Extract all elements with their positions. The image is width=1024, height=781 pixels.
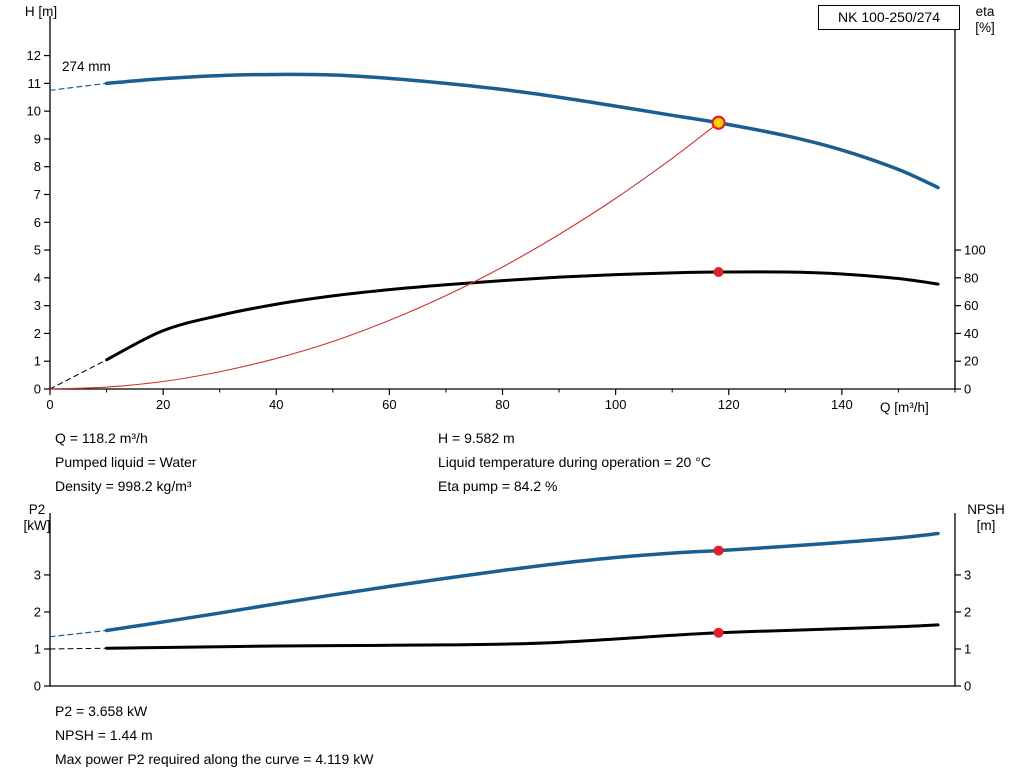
y-left-tick-label: 9 <box>34 131 41 146</box>
max-p2-text: Max power P2 required along the curve = … <box>55 751 374 767</box>
eta-curve-lead <box>49 359 108 390</box>
y-right-tick-label: 100 <box>964 243 986 258</box>
duty-head-text: H = 9.582 m <box>438 430 515 446</box>
p2-curve-lead <box>49 629 108 638</box>
y-left-tick-label: 0 <box>34 382 41 397</box>
p2-curve <box>104 531 940 633</box>
p2-axis-unit-label: P2 [kW] <box>23 502 51 533</box>
x-tick-label: 20 <box>156 397 170 412</box>
head-curve-lead <box>49 82 108 91</box>
y-left-tick-label: 4 <box>34 270 41 285</box>
y-left-tick-label: 12 <box>27 48 41 63</box>
npsh-axis-unit-label: NPSH [m] <box>967 502 1005 533</box>
h-axis-unit-label: H [m] <box>24 4 58 19</box>
y-right-tick-label: 60 <box>964 298 978 313</box>
x-tick-label: 60 <box>382 397 396 412</box>
system-curve <box>49 122 720 390</box>
y-right-tick-label: 80 <box>964 270 978 285</box>
npsh-curve-lead <box>49 647 108 650</box>
y-left-tick-label: 6 <box>34 215 41 230</box>
x-tick-label: 100 <box>605 397 627 412</box>
npsh-duty-point <box>713 627 724 638</box>
y-left-tick-label: 5 <box>34 243 41 258</box>
y-left-tick-label: 3 <box>34 567 41 582</box>
x-tick-label: 0 <box>46 397 53 412</box>
density-text: Density = 998.2 kg/m³ <box>55 478 192 494</box>
p2-value-text: P2 = 3.658 kW <box>55 703 148 719</box>
eta-pump-text: Eta pump = 84.2 % <box>438 478 558 494</box>
y-left-tick-label: 10 <box>27 104 41 119</box>
x-tick-label: 140 <box>831 397 853 412</box>
y-right-tick-label: 3 <box>964 567 971 582</box>
x-tick-label: 120 <box>718 397 740 412</box>
eta-duty-point <box>713 267 724 278</box>
head-curve-274mm <box>104 72 940 190</box>
y-left-tick-label: 0 <box>34 679 41 694</box>
p2-npsh-chart: 0 1 2 3 0 1 2 3 <box>34 513 971 694</box>
eta-curve <box>105 270 940 362</box>
npsh-value-text: NPSH = 1.44 m <box>55 727 153 743</box>
duty-flow-text: Q = 118.2 m³/h <box>55 430 148 446</box>
axes-frame <box>49 513 956 687</box>
p2-duty-point <box>713 545 724 556</box>
y-right-tick-label: 40 <box>964 326 978 341</box>
y-left-tick-label: 7 <box>34 187 41 202</box>
liquid-temp-text: Liquid temperature during operation = 20… <box>438 454 711 470</box>
pump-model-badge: NK 100-250/274 <box>818 5 960 30</box>
axes-frame <box>49 16 956 390</box>
y-right-tick-label: 1 <box>964 641 971 656</box>
impeller-diameter-label: 274 mm <box>62 59 111 74</box>
y-right-tick-label: 20 <box>964 354 978 369</box>
y-left-tick-label: 8 <box>34 159 41 174</box>
duty-point <box>711 115 726 130</box>
x-tick-label: 40 <box>269 397 283 412</box>
y-right-tick-label: 0 <box>964 382 971 397</box>
y-left-tick-label: 11 <box>28 76 42 91</box>
q-axis-unit-label: Q [m³/h] <box>880 400 929 415</box>
x-tick-label: 80 <box>495 397 509 412</box>
y-left-tick-label: 1 <box>34 354 41 369</box>
pumped-liquid-text: Pumped liquid = Water <box>55 454 197 470</box>
y-left-tick-label: 3 <box>34 298 41 313</box>
y-left-tick-label: 1 <box>34 641 41 656</box>
y-right-tick-label: 2 <box>964 604 971 619</box>
y-left-tick-label: 2 <box>34 326 41 341</box>
npsh-curve <box>105 623 940 650</box>
y-right-tick-label: 0 <box>964 679 971 694</box>
eta-axis-unit-label: eta [%] <box>975 4 995 35</box>
y-left-tick-label: 2 <box>34 604 41 619</box>
